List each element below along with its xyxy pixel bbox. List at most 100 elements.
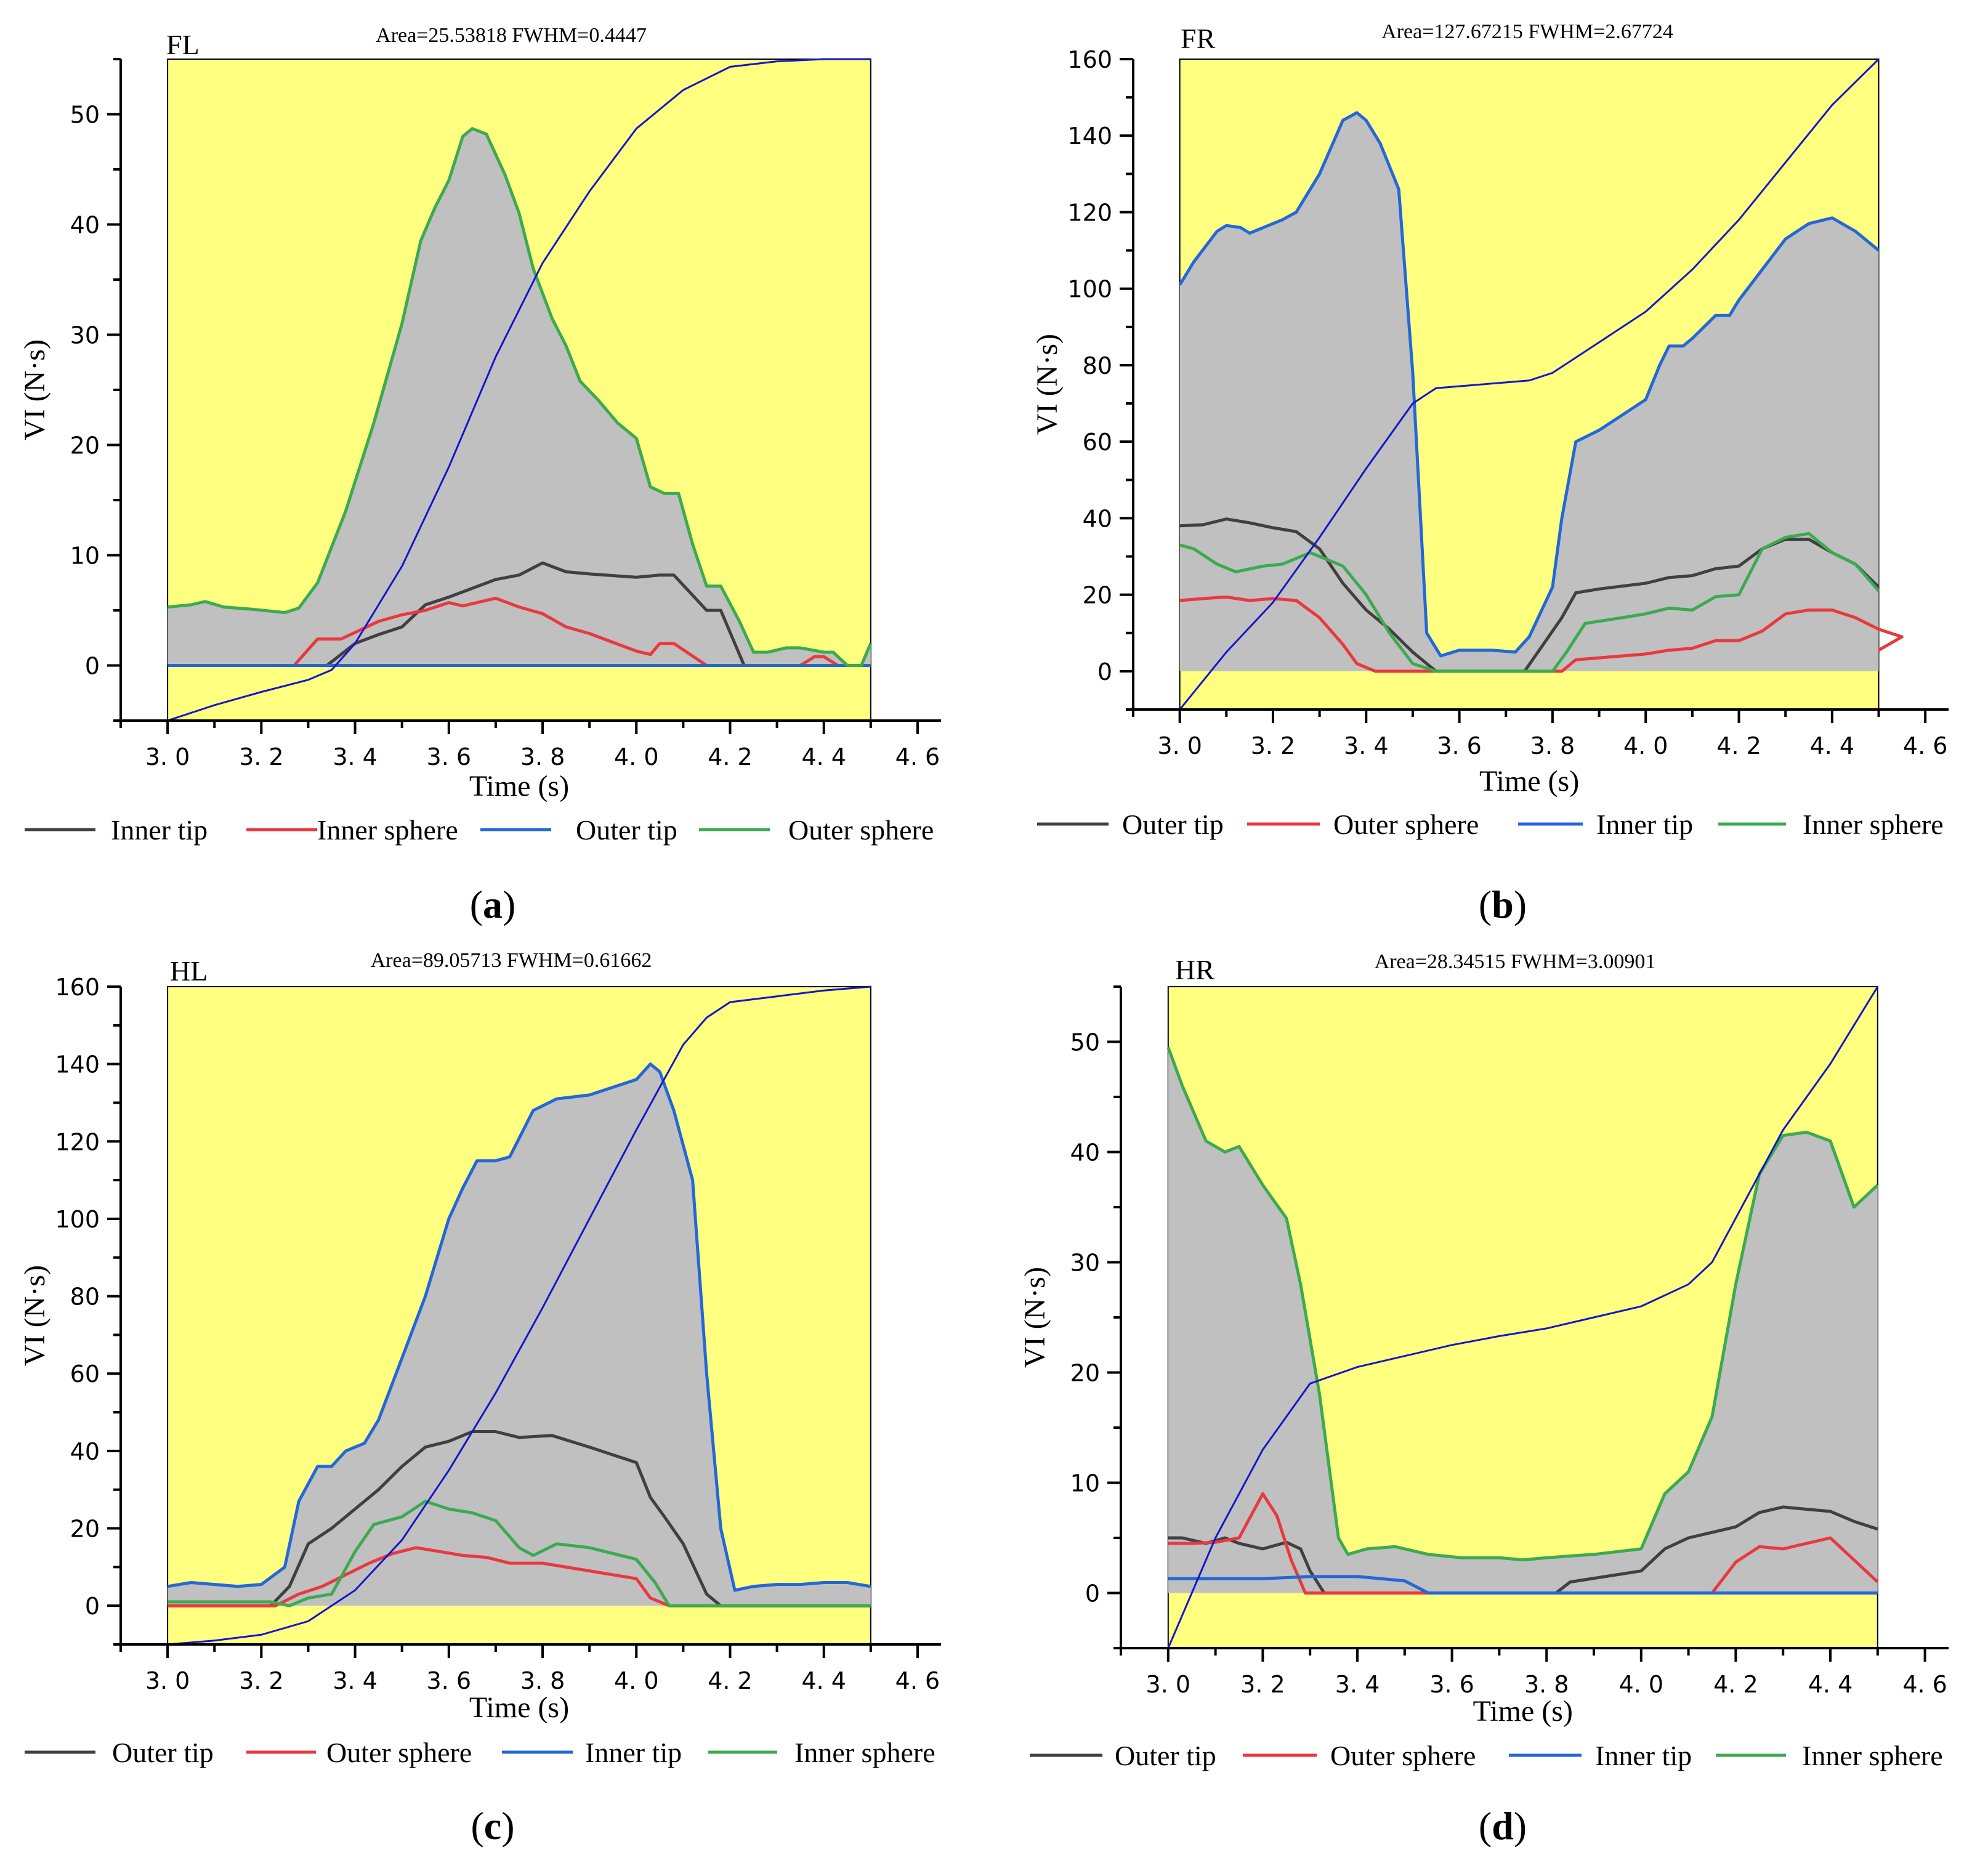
panel-a: 0 10 20 30 40 50 3. 0 3. 2 3. 4 3. 6 3. 8 4. 0 4. 2 4…: [18, 24, 941, 926]
series-line-inner-sphere: [1179, 532, 1880, 673]
axes: 0 20 40 60 80 100 120 140 160 3. 0 3. 2 3. 4 3. 6 3. …: [55, 974, 941, 1694]
y-tick-label: 10: [1070, 1470, 1100, 1497]
y-tick-label: 80: [1083, 352, 1112, 379]
x-tick-label: 4. 4: [801, 1667, 846, 1694]
area-fwhm-annotation: Area=28.34515 FWHM=3.00901: [1375, 950, 1656, 973]
panel-tag: HR: [1175, 954, 1214, 985]
legend-label: Outer tip: [1115, 1740, 1216, 1771]
envelope-fill: [168, 128, 871, 666]
legend-label: Outer sphere: [326, 1737, 472, 1768]
legend-label: Inner sphere: [317, 814, 458, 846]
legend-label: Inner sphere: [1803, 809, 1944, 840]
y-tick-label: 160: [55, 974, 100, 1001]
x-tick-label: 4. 2: [708, 1667, 753, 1694]
series-line-outer-sphere: [1179, 595, 1904, 673]
cumulative-line: [167, 985, 871, 1646]
x-tick-label: 3. 4: [333, 1667, 378, 1694]
y-tick-label: 20: [1070, 1360, 1100, 1387]
area-fwhm-annotation: Area=25.53818 FWHM=0.4447: [376, 24, 647, 47]
cumulative-line: [167, 58, 871, 722]
series-lines: [167, 1062, 871, 1607]
panel-tag: FR: [1181, 23, 1216, 54]
x-tick-label: 4. 6: [895, 743, 940, 770]
y-tick-label: 40: [70, 1438, 100, 1465]
series-line-outer-sphere: [167, 127, 873, 667]
legend: Outer tip Outer sphere Inner tip Inner s…: [1030, 1740, 1943, 1771]
x-axis-label: Time (s): [1473, 1695, 1573, 1728]
x-tick-label: 3. 0: [145, 743, 190, 770]
x-tick-label: 3. 4: [1344, 732, 1389, 759]
y-tick-label: 10: [70, 543, 100, 570]
series-line-inner-sphere: [168, 1500, 871, 1607]
caption-letter: c: [484, 1804, 501, 1848]
x-axis-label: Time (s): [1479, 765, 1579, 798]
legend-label: Outer tip: [112, 1737, 214, 1768]
x-tick-label: 4. 0: [614, 1667, 659, 1694]
x-tick-label: 4. 2: [708, 743, 753, 770]
legend: Outer tip Outer sphere Inner tip Inner s…: [25, 1737, 935, 1768]
legend-label: Outer tip: [576, 814, 677, 846]
legend-label: Outer sphere: [1333, 809, 1479, 840]
y-tick-label: 20: [70, 432, 100, 459]
y-tick-label: 40: [1083, 505, 1112, 532]
legend: Inner tip Inner sphere Outer tip Outer s…: [25, 814, 934, 846]
legend-label: Outer sphere: [1330, 1740, 1476, 1771]
x-tick-label: 4. 4: [801, 743, 846, 770]
x-tick-label: 4. 6: [1902, 1671, 1947, 1698]
x-tick-label: 4. 2: [1716, 732, 1761, 759]
x-tick-label: 3. 6: [1429, 1671, 1474, 1698]
y-tick-label: 0: [1085, 1580, 1100, 1607]
x-tick-label: 4. 0: [1623, 732, 1668, 759]
caption-letter: a: [483, 883, 503, 926]
x-tick-label: 3. 0: [145, 1667, 190, 1694]
area-fwhm-annotation: Area=89.05713 FWHM=0.61662: [371, 949, 652, 972]
cumulative-line: [1167, 986, 1879, 1649]
y-axis-label: VI (N·s): [1019, 1267, 1051, 1368]
x-tick-label: 3. 0: [1146, 1671, 1191, 1698]
y-axis-label: VI (N·s): [18, 1265, 51, 1366]
x-axis-label: Time (s): [469, 1691, 569, 1724]
y-tick-label: 100: [55, 1206, 100, 1233]
legend-label: Outer sphere: [788, 814, 934, 846]
panel-caption: (a): [470, 883, 516, 926]
series-line-outer-tip: [168, 1430, 871, 1607]
envelope-fill: [1168, 1047, 1878, 1593]
legend-label: Inner sphere: [794, 1737, 935, 1768]
caption-letter: b: [1492, 883, 1514, 926]
x-tick-label: 4. 4: [1810, 732, 1855, 759]
y-tick-label: 80: [70, 1284, 100, 1311]
panel-tag: FL: [166, 29, 200, 60]
x-tick-label: 4. 6: [895, 1667, 940, 1694]
series-line-inner-tip: [167, 1062, 871, 1592]
x-tick-label: 3. 4: [333, 743, 378, 770]
y-tick-label: 0: [85, 1593, 100, 1620]
y-tick-label: 0: [85, 653, 100, 680]
x-tick-label: 3. 6: [427, 1667, 472, 1694]
y-tick-label: 50: [1070, 1029, 1100, 1056]
y-tick-label: 20: [70, 1516, 100, 1543]
y-tick-label: 140: [55, 1051, 100, 1078]
y-axis-label: VI (N·s): [18, 339, 51, 440]
series-line-inner-tip: [168, 561, 871, 667]
axes: 0 10 20 30 40 50 3. 0 3. 2 3. 4 3. 6 3. 8 4. 0 4. 2 4…: [1070, 985, 1949, 1698]
y-axis-label: VI (N·s): [1031, 334, 1064, 435]
series-lines: [167, 127, 873, 667]
y-tick-label: 30: [1070, 1250, 1100, 1277]
panel-caption: (d): [1479, 1804, 1527, 1848]
y-tick-label: 60: [70, 1361, 100, 1388]
y-tick-label: 100: [1067, 276, 1112, 303]
y-tick-label: 0: [1097, 658, 1112, 685]
panel-d: 0 10 20 30 40 50 3. 0 3. 2 3. 4 3. 6 3. 8 4. 0 4. 2 4…: [1019, 950, 1949, 1848]
x-tick-label: 3. 2: [239, 743, 284, 770]
y-tick-label: 40: [1070, 1139, 1100, 1166]
x-tick-label: 3. 8: [520, 1667, 565, 1694]
axes: 0 10 20 30 40 50 3. 0 3. 2 3. 4 3. 6 3. 8 4. 0 4. 2 4…: [70, 58, 941, 770]
x-tick-label: 3. 8: [1524, 1671, 1569, 1698]
x-tick-label: 3. 6: [1437, 732, 1482, 759]
y-tick-label: 30: [70, 322, 100, 349]
legend-label: Inner tip: [1595, 1740, 1692, 1771]
x-tick-label: 3. 0: [1157, 732, 1202, 759]
y-tick-label: 120: [1067, 199, 1112, 226]
x-tick-label: 3. 8: [520, 743, 565, 770]
series-line-inner-tip: [1168, 1575, 1878, 1595]
